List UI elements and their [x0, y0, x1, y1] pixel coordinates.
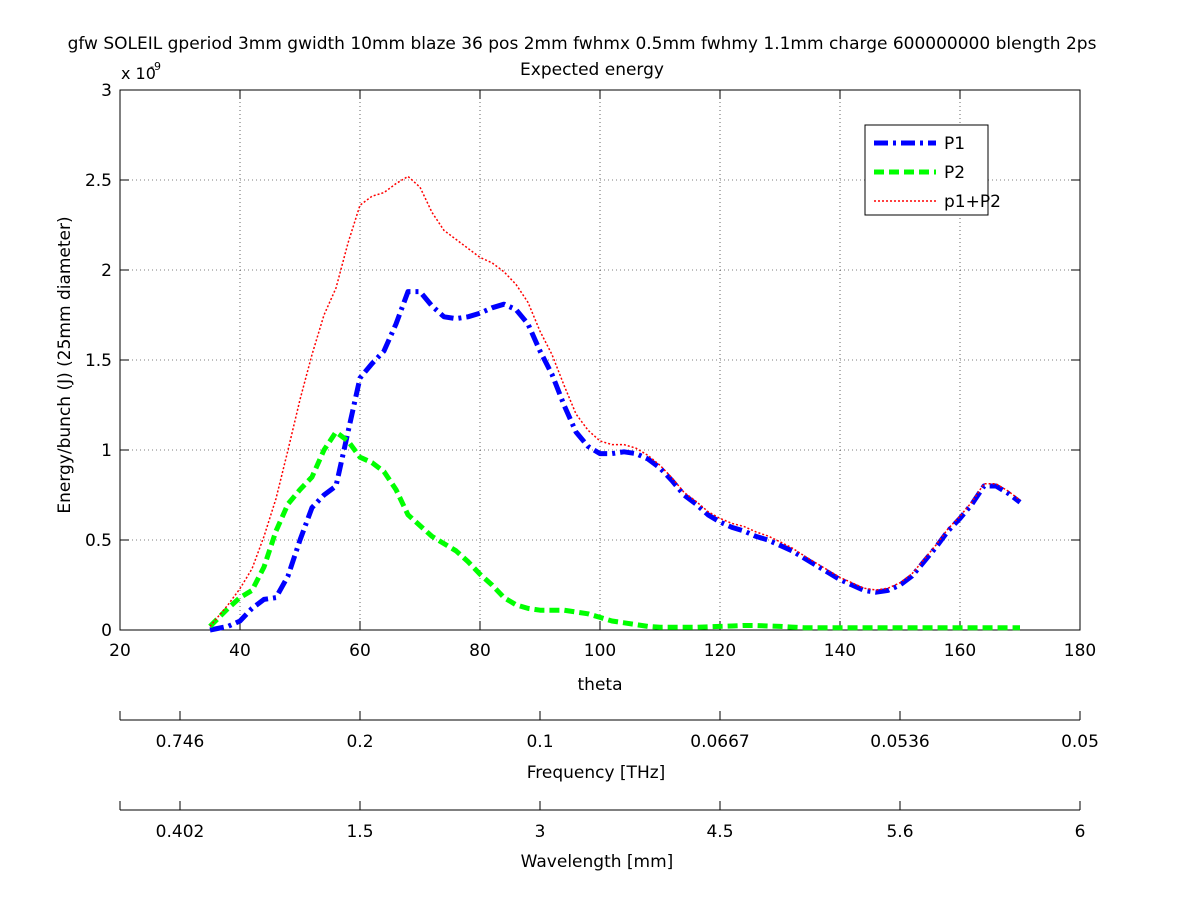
x-tick-label: 120 [704, 641, 736, 661]
grid-lines [120, 90, 1080, 630]
y-multiplier-label: x 10 [121, 64, 156, 83]
y-tick-label: 0 [101, 621, 112, 641]
series-line-p2 [208, 429, 1020, 631]
x-tick-label: 180 [1064, 641, 1096, 661]
series-line-p1 [209, 289, 1022, 633]
x-tick-label: 80 [469, 641, 491, 661]
wavelength-tick-label: 5.6 [886, 822, 913, 842]
y-axis-label: Energy/bunch (J) (25mm diameter) [55, 216, 75, 513]
frequency-tick-label: 0.1 [526, 732, 553, 752]
wavelength-axis-label: Wavelength [mm] [521, 852, 674, 872]
legend-label-p1p2: p1+P2 [944, 192, 1001, 212]
legend-label-p1: P1 [944, 134, 965, 154]
frequency-tick-label: 0.746 [156, 732, 205, 752]
y-tick-label: 2.5 [85, 171, 112, 191]
wavelength-tick-label: 6 [1075, 822, 1086, 842]
frequency-tick-label: 0.0536 [870, 732, 929, 752]
frequency-axis: 0.746 0.2 0.1 0.0667 0.0536 0.05 Frequency [T… [119, 711, 1099, 783]
x-tick-label: 60 [349, 641, 371, 661]
wavelength-axis-ticks: 0.402 1.5 3 4.5 5.6 6 [119, 801, 1086, 842]
y-tick-label: 3 [101, 81, 112, 101]
frequency-tick-label: 0.0667 [690, 732, 749, 752]
x-axis-label: theta [578, 675, 623, 695]
wavelength-axis: 0.402 1.5 3 4.5 5.6 6 Wavelength [mm] [119, 801, 1086, 872]
wavelength-tick-label: 0.402 [156, 822, 205, 842]
legend-label-p2: P2 [944, 163, 965, 183]
x-tick-label: 40 [229, 641, 251, 661]
y-multiplier-exponent: -9 [150, 60, 161, 73]
x-tick-label: 20 [109, 641, 131, 661]
chart-title: gfw SOLEIL gperiod 3mm gwidth 10mm blaze… [68, 34, 1097, 54]
frequency-axis-ticks: 0.746 0.2 0.1 0.0667 0.0536 0.05 [119, 711, 1099, 752]
data-series [208, 175, 1022, 633]
wavelength-tick-label: 1.5 [346, 822, 373, 842]
frequency-tick-label: 0.05 [1061, 732, 1099, 752]
x-tick-label: 140 [824, 641, 856, 661]
y-tick-label: 0.5 [85, 531, 112, 551]
y-tick-label: 2 [101, 261, 112, 281]
series-line-p1-p2 [209, 175, 1021, 627]
chart-subtitle: Expected energy [520, 60, 664, 80]
wavelength-tick-label: 3 [535, 822, 546, 842]
x-tick-label: 160 [944, 641, 976, 661]
y-tick-label: 1.5 [85, 351, 112, 371]
y-tick-label: 1 [101, 441, 112, 461]
frequency-tick-label: 0.2 [346, 732, 373, 752]
x-tick-label: 100 [584, 641, 616, 661]
axis-ticks: 20 40 60 80 100 120 140 160 180 0 0.5 1 1.5 2 2.5 3 [85, 81, 1096, 661]
wavelength-tick-label: 4.5 [706, 822, 733, 842]
frequency-axis-label: Frequency [THz] [527, 763, 666, 783]
legend: P1 P2 p1+P2 [864, 124, 1001, 216]
